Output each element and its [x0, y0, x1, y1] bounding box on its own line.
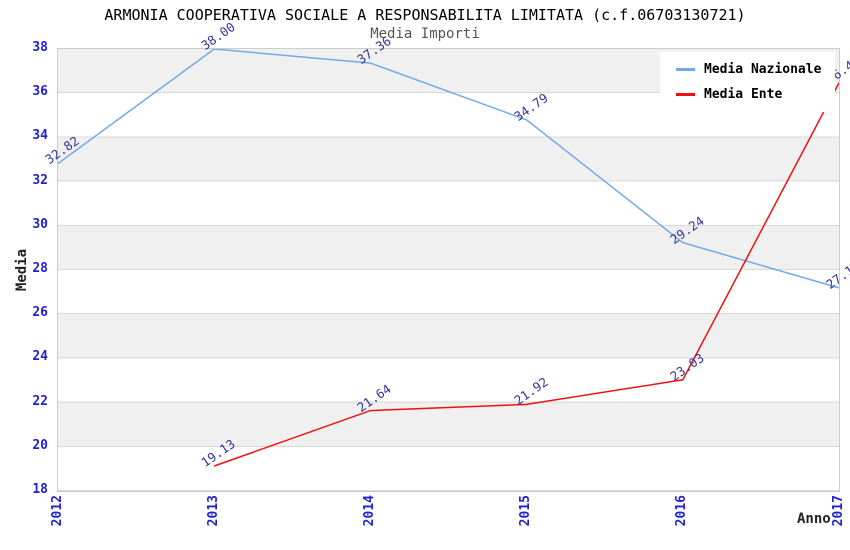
y-tick-label: 20	[32, 437, 48, 453]
y-tick-label: 18	[32, 482, 48, 497]
x-tick-label: 2013	[205, 495, 221, 527]
legend: Media Nazionale Media Ente	[660, 52, 836, 112]
chart-title: ARMONIA COOPERATIVA SOCIALE A RESPONSABI…	[104, 6, 746, 24]
media-nazionale-line-swatch	[676, 68, 695, 71]
chart-subtitle: Media Importi	[370, 26, 480, 42]
x-tick-label: 2012	[49, 495, 65, 527]
legend-item-media-ente: Media Ente	[676, 87, 821, 102]
legend-item-media-nazionale: Media Nazionale	[676, 62, 821, 77]
y-tick-label: 24	[32, 349, 48, 365]
x-axis-label: Anno	[797, 511, 831, 527]
x-tick-label: 2017	[830, 495, 846, 527]
y-tick-label: 28	[32, 261, 48, 276]
x-tick-label: 2014	[361, 495, 377, 527]
line-series-svg	[58, 49, 839, 467]
y-tick-label: 22	[32, 393, 48, 409]
y-tick-label: 34	[32, 128, 48, 144]
y-tick-label: 38	[32, 40, 48, 55]
y-tick-label: 26	[32, 305, 48, 321]
plot-area: 32.82 38.00 37.36 34.79 29.24 27.19 19.13 21.64…	[42, 19, 850, 492]
y-tick-label: 30	[32, 216, 48, 232]
series-line-media-nazionale	[58, 49, 839, 289]
legend-label-media-nazionale: Media Nazionale	[704, 62, 822, 77]
legend-label-media-ente: Media Ente	[704, 87, 783, 102]
y-tick-label: 32	[32, 172, 48, 188]
media-ente-line-swatch	[676, 93, 695, 96]
x-tick-label: 2016	[674, 495, 690, 527]
x-tick-label: 2015	[518, 495, 534, 527]
y-tick-label: 36	[32, 84, 48, 100]
series-line-media-ente	[213, 82, 839, 467]
